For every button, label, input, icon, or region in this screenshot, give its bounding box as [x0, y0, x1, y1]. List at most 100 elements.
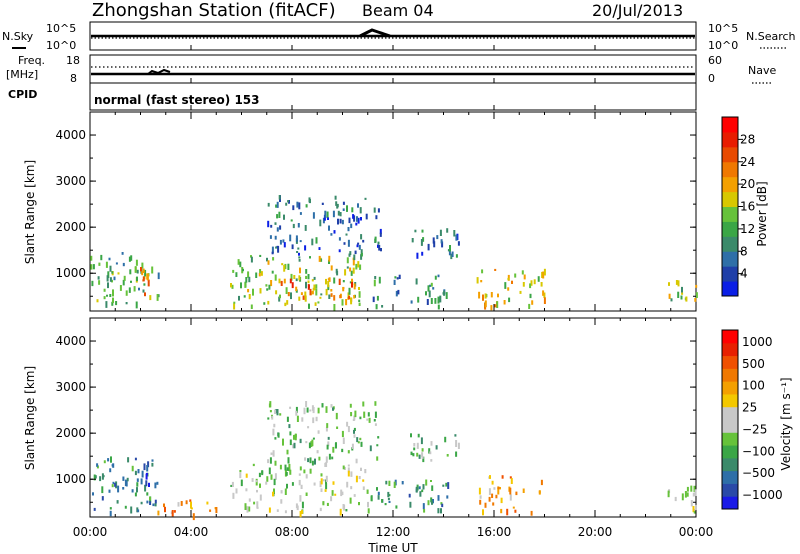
echo-cell-2: [245, 277, 248, 283]
echo-cell-2: [319, 296, 322, 299]
echo-cell-0: [122, 487, 125, 490]
echo-cell-3: [286, 483, 288, 489]
echo-cell-0: [96, 465, 99, 469]
echo-cell-2: [307, 274, 310, 280]
echo-cell-0: [94, 475, 97, 479]
echo-cell-2: [346, 266, 349, 269]
echo-cell-6: [457, 241, 460, 246]
echo-cell-7: [489, 475, 491, 479]
echo-cell-2: [305, 269, 308, 274]
velocity-colorbar: 1000 500 100 25 −25 −100 −500 −1000: [721, 329, 783, 510]
echo-cell-4: [377, 241, 380, 245]
velocity-echoes: [92, 401, 697, 521]
echo-cell-5: [431, 500, 433, 505]
echo-cell-8: [693, 511, 696, 514]
echo-cell-5: [415, 486, 418, 493]
echo-cell-3: [299, 466, 302, 471]
echo-cell-5: [441, 503, 444, 508]
echo-cell-4: [356, 216, 358, 222]
echo-cell-4: [374, 423, 377, 426]
echo-cell-2: [336, 270, 339, 276]
echo-cell-4: [270, 224, 273, 228]
echo-cell-3: [280, 490, 283, 494]
echo-cell-0: [156, 481, 159, 485]
echo-cell-4: [309, 457, 312, 464]
echo-cell-7: [509, 487, 512, 495]
echo-cell-3: [332, 481, 335, 485]
echo-cell-6: [421, 229, 424, 233]
echo-cell-2: [270, 280, 273, 287]
echo-cell-4: [328, 225, 330, 231]
echo-cell-4: [311, 460, 314, 466]
echo-cell-3: [280, 499, 283, 504]
echo-cell-5: [437, 495, 440, 501]
echo-cell-5: [388, 500, 391, 503]
echo-cell-0: [109, 265, 112, 272]
echo-cell-0: [109, 507, 112, 510]
echo-cell-4: [356, 437, 359, 443]
echo-cell-3: [351, 278, 353, 281]
echo-cell-7: [497, 293, 499, 298]
echo-cell-5: [421, 489, 424, 493]
echo-cell-4: [360, 254, 363, 260]
echo-cell-2: [263, 302, 266, 305]
echo-cell-3: [298, 479, 301, 486]
echo-cell-3: [362, 479, 365, 482]
colorbar-cell: [722, 266, 738, 282]
echo-cell-4: [317, 430, 320, 434]
echo-cell-0: [111, 464, 114, 467]
echo-cell-4: [326, 444, 329, 450]
echo-cell-5: [434, 298, 437, 304]
echo-cell-1: [141, 470, 144, 478]
echo-cell-4: [312, 437, 315, 440]
echo-cell-5: [439, 295, 442, 303]
echo-cell-4: [295, 235, 298, 242]
freq-left-tick-top: 18: [66, 54, 80, 67]
echo-cell-2: [346, 257, 349, 264]
echo-cell-4: [316, 450, 319, 454]
echo-cell-6: [429, 451, 432, 455]
echo-cell-5: [446, 495, 449, 499]
echo-cell-3: [331, 490, 334, 496]
echo-cell-2: [311, 290, 314, 295]
velocity-colorbar-tick-label: 100: [742, 379, 765, 393]
power-ylabel: Slant Range [km]: [23, 160, 37, 264]
echo-cell-6: [413, 447, 416, 451]
power-panel-frame: [89, 111, 697, 312]
echo-cell-2: [266, 288, 269, 291]
echo-cell-0: [146, 500, 149, 504]
echo-cell-2: [314, 302, 317, 306]
echo-cell-5: [425, 479, 428, 486]
echo-cell-0: [122, 262, 125, 267]
echo-cell-0: [149, 501, 152, 505]
echo-cell-2: [284, 263, 287, 270]
echo-cell-4: [373, 207, 376, 213]
echo-cell-3: [295, 503, 298, 509]
echo-cell-0: [111, 279, 113, 283]
echo-cell-0: [109, 294, 112, 297]
echo-cell-4: [268, 403, 271, 408]
echo-cell-0: [152, 503, 155, 507]
echo-cell-2: [305, 281, 307, 289]
echo-cell-4: [332, 210, 335, 218]
nsearch-label: N.Search: [746, 30, 796, 43]
echo-cell-0: [140, 478, 143, 485]
echo-cell-2: [268, 284, 271, 290]
echo-cell-2: [304, 295, 307, 302]
echo-cell-7: [488, 496, 491, 502]
echo-cell-2: [258, 273, 261, 277]
echo-cell-6: [414, 229, 417, 233]
echo-cell-4: [291, 244, 294, 250]
echo-cell-3: [266, 476, 269, 482]
echo-cell-4: [332, 446, 335, 453]
echo-cell-4: [377, 208, 380, 213]
echo-cell-3: [350, 471, 353, 477]
echo-cell-5: [393, 279, 396, 285]
echo-cell-3: [347, 470, 350, 477]
echo-cell-4: [354, 410, 357, 418]
echo-cell-2: [243, 295, 246, 298]
echo-cell-3: [305, 474, 308, 479]
echo-cell-4: [293, 442, 296, 449]
echo-cell-8: [667, 490, 670, 498]
